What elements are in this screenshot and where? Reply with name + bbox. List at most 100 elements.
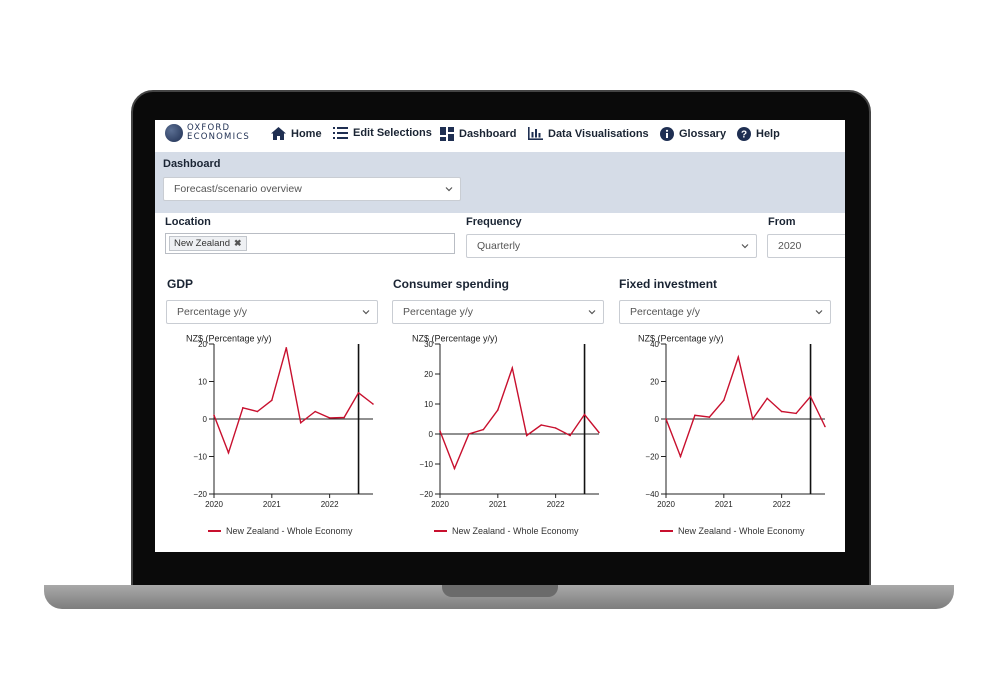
y-tick-label: −20 <box>645 453 659 462</box>
dashboard-label: Dashboard <box>163 158 221 170</box>
data-point <box>766 397 768 400</box>
chart-title-fixed-investment: Fixed investment <box>619 277 718 291</box>
globe-icon <box>165 124 183 142</box>
data-point <box>468 433 470 435</box>
remove-tag-icon[interactable]: ✖ <box>233 238 242 248</box>
y-tick-label: 10 <box>424 400 433 409</box>
from-label: From <box>768 216 796 228</box>
data-point <box>511 367 514 369</box>
data-point <box>665 418 667 420</box>
x-tick-label: 2020 <box>431 500 449 509</box>
list-icon <box>333 127 348 139</box>
x-tick-label: 2021 <box>489 500 507 509</box>
data-point <box>271 399 273 402</box>
bar-chart-icon <box>528 127 543 140</box>
y-tick-label: 0 <box>429 430 434 439</box>
series-line <box>439 365 600 471</box>
app-screen: OXFORD ECONOMICS Home Edit Selections Da… <box>155 120 845 552</box>
gdp-measure-select[interactable]: Percentage y/y <box>166 300 378 324</box>
fixed-investment-measure-select[interactable]: Percentage y/y <box>619 300 831 324</box>
nav-glossary-label: Glossary <box>679 128 727 140</box>
y-axis-title: NZ$ (Percentage y/y) <box>412 333 498 343</box>
nav-home-label: Home <box>291 127 322 140</box>
data-point <box>583 413 586 416</box>
question-icon: ? <box>737 127 751 141</box>
nav-glossary[interactable]: Glossary <box>660 127 726 141</box>
laptop-notch <box>442 585 558 597</box>
legend-label: New Zealand - Whole Economy <box>678 526 805 536</box>
x-tick-label: 2022 <box>321 500 339 509</box>
data-point <box>497 409 499 411</box>
chevron-down-icon <box>741 244 749 249</box>
y-tick-label: −20 <box>193 490 207 499</box>
logo-line1: OXFORD <box>187 123 231 133</box>
nav-edit-selections[interactable]: Edit Selections <box>333 127 432 139</box>
oxford-economics-logo[interactable]: OXFORD ECONOMICS <box>165 124 250 142</box>
nav-help-label: Help <box>756 128 780 140</box>
data-point <box>554 427 557 429</box>
data-point <box>795 412 797 415</box>
consumer-spending-measure-value: Percentage y/y <box>403 306 474 318</box>
location-label: Location <box>165 216 211 228</box>
data-point <box>439 430 441 432</box>
chart-title-gdp: GDP <box>167 277 194 291</box>
data-point <box>780 410 783 413</box>
data-point <box>824 425 826 428</box>
data-point <box>679 455 682 458</box>
y-tick-label: −10 <box>193 453 207 462</box>
nav-edit-selections-label: Edit Selections <box>353 127 432 139</box>
y-tick-label: 0 <box>655 415 660 424</box>
data-point <box>751 418 754 420</box>
y-axis-title: NZ$ (Percentage y/y) <box>638 333 724 343</box>
from-input[interactable]: 2020 <box>767 234 845 258</box>
logo-line2: ECONOMICS <box>187 132 251 142</box>
chevron-down-icon <box>815 310 823 315</box>
legend-label: New Zealand - Whole Economy <box>226 526 353 536</box>
nav-dashboard[interactable]: Dashboard <box>440 127 516 141</box>
data-point <box>328 417 331 419</box>
data-point <box>314 410 316 413</box>
series-line <box>665 354 826 459</box>
fixed-investment-measure-value: Percentage y/y <box>630 306 701 318</box>
data-point <box>569 434 571 437</box>
y-tick-label: −10 <box>419 460 433 469</box>
y-tick-label: 20 <box>650 378 659 387</box>
data-point <box>723 399 725 402</box>
consumer-spending-measure-select[interactable]: Percentage y/y <box>392 300 604 324</box>
location-input[interactable]: New Zealand ✖ <box>165 233 455 254</box>
data-point <box>357 391 360 394</box>
x-tick-label: 2021 <box>263 500 281 509</box>
dashboard-select[interactable]: Forecast/scenario overview <box>163 177 461 201</box>
data-point <box>242 406 244 409</box>
y-tick-label: 20 <box>198 340 207 349</box>
data-point <box>343 416 345 419</box>
x-tick-label: 2020 <box>205 500 223 509</box>
data-point <box>737 356 740 358</box>
data-point <box>453 467 456 470</box>
frequency-select-value: Quarterly <box>477 240 521 252</box>
data-point <box>598 431 600 434</box>
frequency-select[interactable]: Quarterly <box>466 234 757 258</box>
location-tag[interactable]: New Zealand ✖ <box>169 236 247 251</box>
location-tag-label: New Zealand <box>174 238 230 249</box>
data-point <box>525 434 528 437</box>
y-tick-label: −40 <box>645 490 659 499</box>
data-point <box>708 416 711 418</box>
data-point <box>285 346 288 349</box>
data-point <box>213 414 215 417</box>
chevron-down-icon <box>588 310 596 315</box>
nav-home[interactable]: Home <box>271 127 322 140</box>
nav-dashboard-label: Dashboard <box>459 128 517 140</box>
data-point <box>482 428 485 431</box>
nav-help[interactable]: ? Help <box>737 127 780 141</box>
y-tick-label: 10 <box>198 378 207 387</box>
data-point <box>256 410 259 413</box>
chart-title-consumer-spending: Consumer spending <box>393 277 510 291</box>
chevron-down-icon <box>362 310 370 315</box>
data-point <box>227 451 230 454</box>
nav-data-visualisations[interactable]: Data Visualisations <box>528 127 649 140</box>
y-axis-title: NZ$ (Percentage y/y) <box>186 333 272 343</box>
